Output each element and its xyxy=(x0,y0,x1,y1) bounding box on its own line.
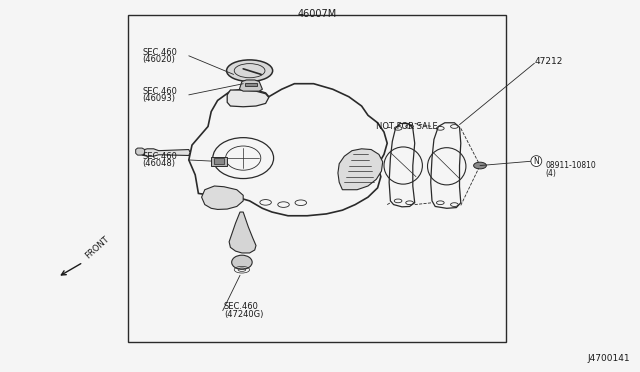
Text: (46048): (46048) xyxy=(142,159,175,168)
Bar xyxy=(128,15,506,342)
Text: 08911-10810: 08911-10810 xyxy=(545,161,596,170)
Polygon shape xyxy=(141,149,190,156)
Polygon shape xyxy=(239,80,262,91)
Text: (47240G): (47240G) xyxy=(224,310,264,319)
Text: NOT FOR SALE: NOT FOR SALE xyxy=(376,122,438,131)
Polygon shape xyxy=(214,158,224,164)
Polygon shape xyxy=(136,148,145,155)
Text: SEC.460: SEC.460 xyxy=(224,302,259,311)
Polygon shape xyxy=(202,186,243,209)
Text: SEC.460: SEC.460 xyxy=(142,152,177,161)
Polygon shape xyxy=(229,212,256,253)
Text: SEC.460: SEC.460 xyxy=(142,87,177,96)
Text: (4): (4) xyxy=(545,169,556,178)
Polygon shape xyxy=(227,90,269,107)
Polygon shape xyxy=(211,157,227,166)
Text: (46020): (46020) xyxy=(142,55,175,64)
Ellipse shape xyxy=(474,162,486,169)
Text: SEC.460: SEC.460 xyxy=(142,48,177,57)
Text: J4700141: J4700141 xyxy=(588,354,630,363)
Text: (46093): (46093) xyxy=(142,94,175,103)
Ellipse shape xyxy=(232,255,252,269)
Text: N: N xyxy=(534,157,539,166)
Polygon shape xyxy=(338,149,383,190)
Text: 47212: 47212 xyxy=(534,57,563,66)
Ellipse shape xyxy=(227,60,273,81)
Text: 46007M: 46007M xyxy=(297,9,337,19)
Text: FRONT: FRONT xyxy=(83,234,111,260)
Polygon shape xyxy=(245,83,257,86)
